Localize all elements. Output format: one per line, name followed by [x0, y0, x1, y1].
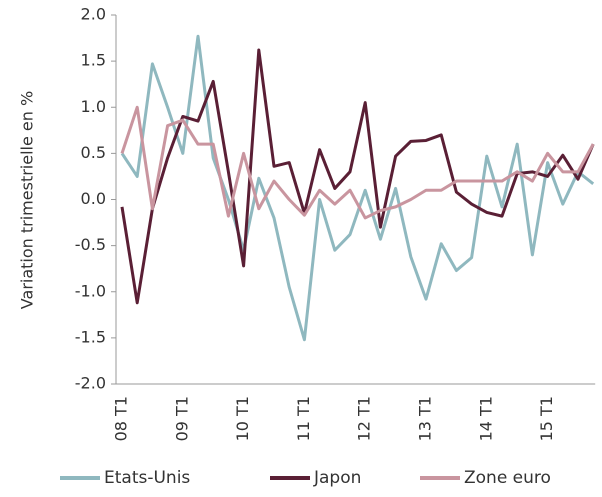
series-line [120, 34, 595, 342]
y-tick-label: -1.5 [75, 327, 106, 346]
x-tick-label: 15 T1 [537, 396, 556, 441]
legend-label: Japon [313, 468, 361, 488]
x-tick-label: 12 T1 [355, 396, 374, 441]
series-line [120, 105, 595, 220]
series-line [120, 48, 595, 305]
x-tick-label: 10 T1 [233, 396, 252, 441]
x-tick-label: 09 T1 [172, 396, 191, 441]
x-tick-label: 11 T1 [294, 396, 313, 441]
x-tick-label: 14 T1 [476, 396, 495, 441]
legend-label: Zone euro [464, 468, 551, 488]
y-tick-label: -1.0 [75, 281, 106, 300]
y-tick-label: -2.0 [75, 374, 106, 393]
y-tick-label: -0.5 [75, 235, 106, 254]
y-tick-label: 1.5 [81, 51, 106, 70]
y-tick-label: 0.0 [81, 189, 106, 208]
x-tick-label: 13 T1 [416, 396, 435, 441]
y-tick-label: 1.0 [81, 97, 106, 116]
x-tick-label: 08 T1 [112, 396, 131, 441]
y-axis-label: Variation trimestrielle en % [18, 91, 37, 309]
legend-label: Etats-Unis [104, 468, 190, 488]
y-tick-label: 2.0 [81, 5, 106, 24]
y-tick-label: 0.5 [81, 143, 106, 162]
